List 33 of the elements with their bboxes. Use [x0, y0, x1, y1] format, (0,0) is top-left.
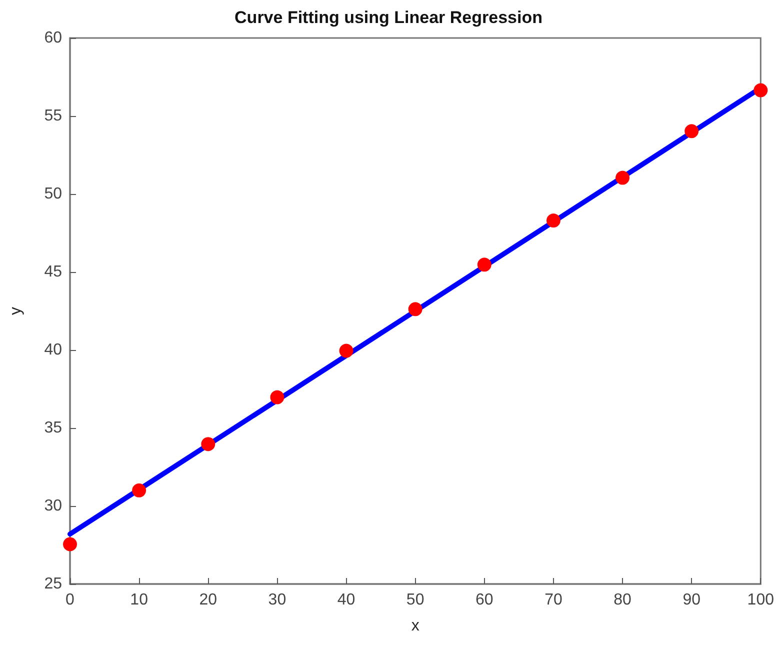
- x-tick-label: 90: [682, 592, 701, 608]
- y-tick-label: 35: [44, 420, 62, 436]
- x-tick-label: 30: [268, 592, 286, 608]
- y-tick-label: 60: [44, 30, 62, 46]
- x-tick-label: 80: [614, 592, 632, 608]
- y-tick-label: 40: [44, 342, 62, 358]
- x-tick-label: 50: [406, 592, 424, 608]
- point: [684, 124, 699, 138]
- point: [754, 83, 768, 98]
- x-tick-label: 60: [475, 592, 494, 608]
- point: [616, 170, 630, 185]
- y-tick-label: 30: [44, 498, 62, 514]
- y-tick-label: 45: [44, 264, 62, 280]
- chart-title: Curve Fitting using Linear Regression: [234, 8, 542, 27]
- x-tick-label: 0: [66, 592, 75, 608]
- x-tick-label: 70: [544, 592, 562, 608]
- point: [408, 302, 422, 316]
- point: [477, 258, 492, 272]
- point: [546, 214, 560, 228]
- y-tick-label: 50: [44, 186, 62, 202]
- y-tick-label: 25: [44, 576, 62, 592]
- point: [270, 390, 284, 404]
- x-tick-label: 40: [337, 592, 356, 608]
- point: [132, 483, 146, 498]
- x-axis-title: x: [411, 618, 420, 634]
- point: [339, 344, 354, 358]
- y-tick-label: 55: [44, 108, 62, 124]
- x-tick-label: 100: [747, 592, 774, 608]
- point: [201, 437, 216, 452]
- x-tick-label: 10: [130, 592, 148, 608]
- y-axis-title: y: [8, 307, 24, 315]
- x-tick-label: 20: [199, 592, 218, 608]
- point: [63, 537, 77, 552]
